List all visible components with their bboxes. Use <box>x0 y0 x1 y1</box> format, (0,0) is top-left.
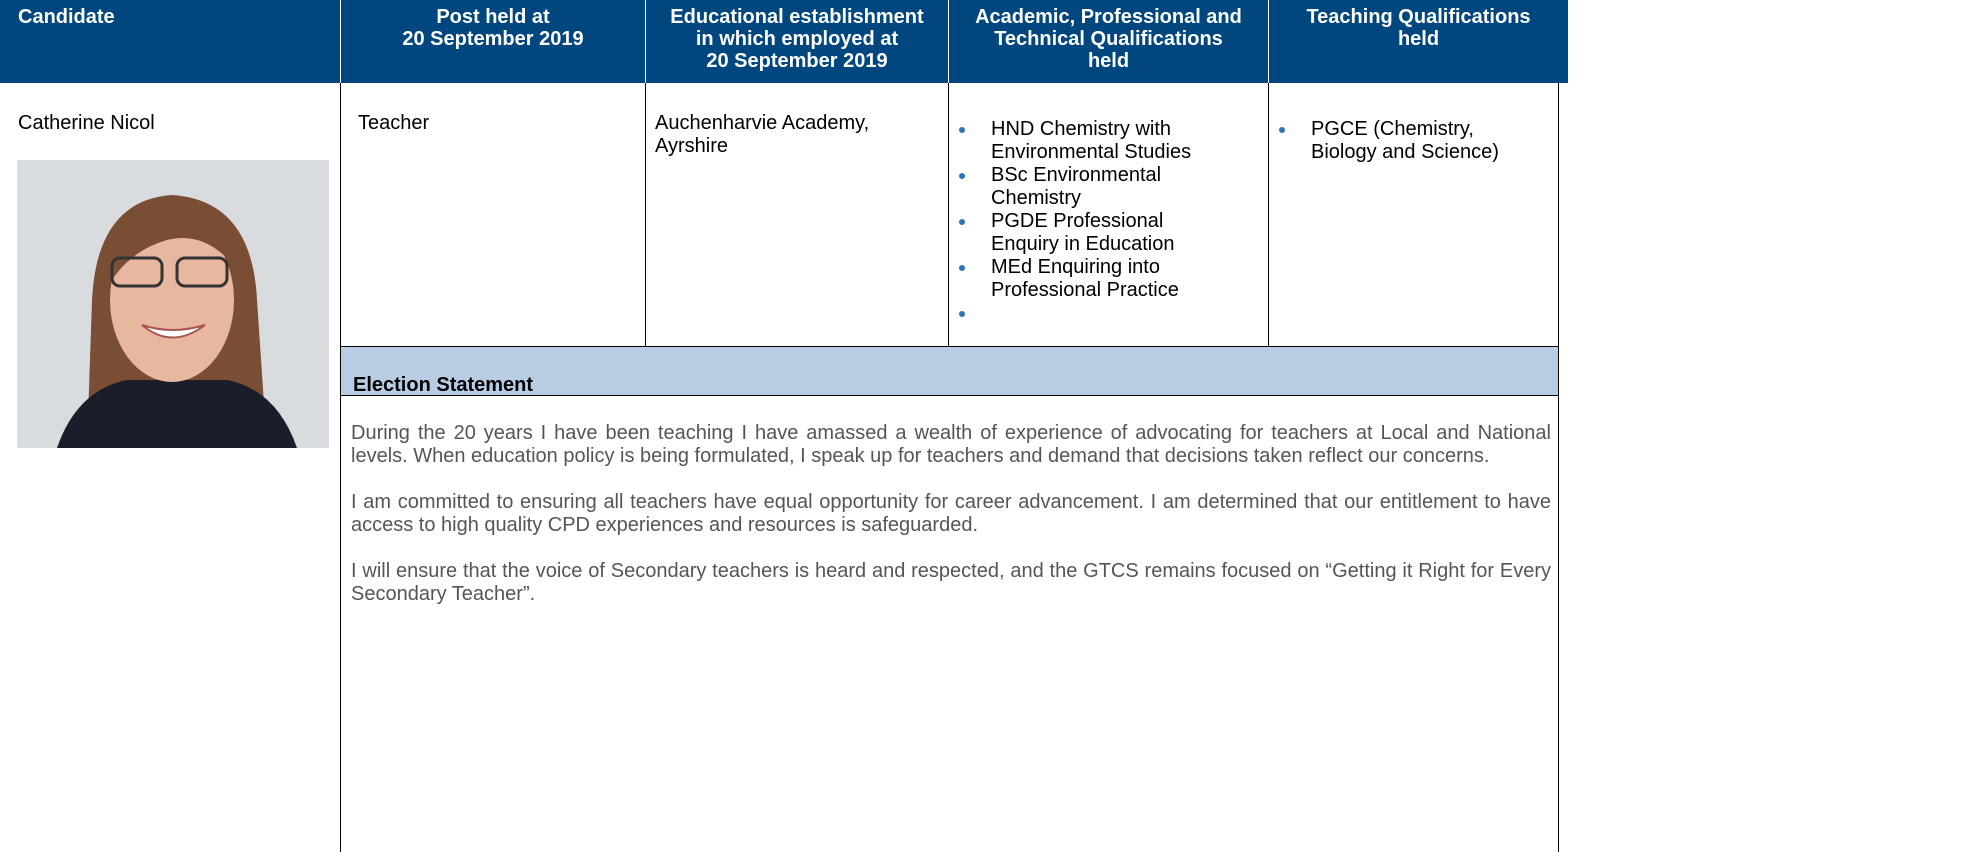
post: Teacher <box>358 112 430 134</box>
candidate-photo <box>17 160 329 448</box>
border <box>1268 83 1269 347</box>
border <box>340 83 341 852</box>
establishment: Auchenharvie Academy, Ayrshire <box>655 112 870 157</box>
candidate-name: Catherine Nicol <box>18 112 155 134</box>
border <box>948 83 949 347</box>
statement-paragraph: I am committed to ensuring all teachers … <box>351 491 1551 536</box>
statement-paragraph: I will ensure that the voice of Secondar… <box>351 560 1551 605</box>
border <box>1558 83 1559 852</box>
statement-body: During the 20 years I have been teaching… <box>351 422 1551 629</box>
border <box>645 83 646 347</box>
academic-list: HND Chemistry with Environmental Studies… <box>951 118 1261 325</box>
teaching-list: PGCE (Chemistry, Biology and Science) <box>1271 118 1561 164</box>
statement-title: Election Statement <box>341 347 1558 396</box>
header-cell: Teaching Qualifications held <box>1269 0 1568 83</box>
header-cell: Academic, Professional and Technical Qua… <box>949 0 1268 83</box>
header-cell: Candidate <box>0 0 340 83</box>
header-cell: Post held at 20 September 2019 <box>341 0 645 83</box>
qualification: PGDE Professional Enquiry in Education <box>951 210 1261 256</box>
qualification: PGCE (Chemistry, Biology and Science) <box>1271 118 1561 164</box>
header-cell: Educational establishment in which emplo… <box>646 0 948 83</box>
qualification: HND Chemistry with Environmental Studies <box>951 118 1261 164</box>
qualification: BSc Environmental Chemistry <box>951 164 1261 210</box>
statement-paragraph: During the 20 years I have been teaching… <box>351 422 1551 467</box>
qualification: MEd Enquiring into Professional Practice <box>951 256 1261 302</box>
border <box>340 346 1559 347</box>
empty-bullet <box>951 302 1261 325</box>
